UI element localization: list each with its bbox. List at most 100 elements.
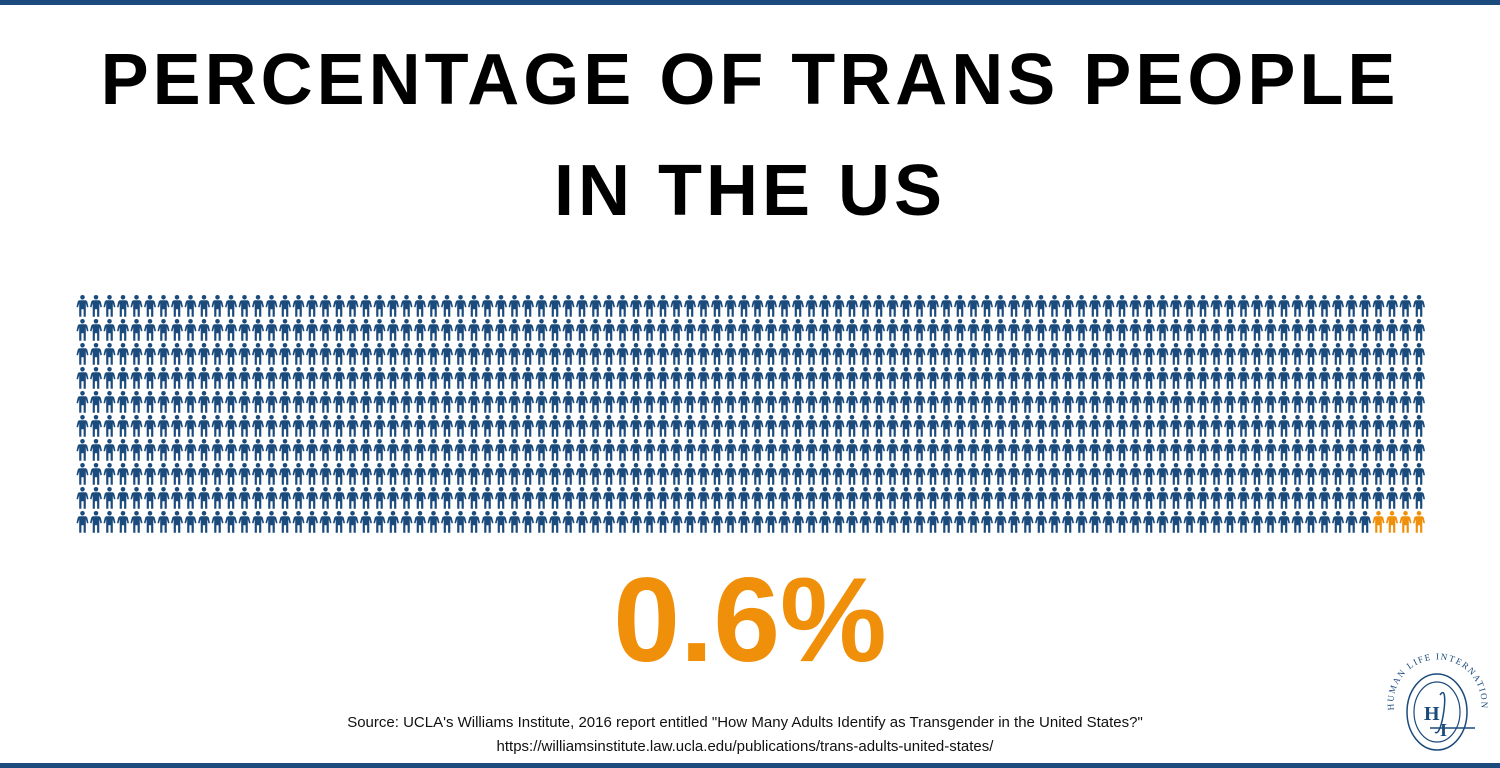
person-icon bbox=[279, 487, 291, 509]
person-icon bbox=[171, 343, 183, 365]
person-icon bbox=[1089, 439, 1101, 461]
person-icon bbox=[1129, 487, 1142, 509]
person-icon bbox=[1075, 343, 1088, 365]
person-icon bbox=[738, 415, 750, 437]
person-icon bbox=[346, 415, 359, 437]
person-icon bbox=[778, 439, 791, 461]
person-icon bbox=[1210, 343, 1223, 365]
person-icon bbox=[643, 415, 656, 437]
person-icon bbox=[819, 343, 831, 365]
person-icon bbox=[117, 463, 129, 485]
person-icon bbox=[630, 439, 642, 461]
person-icon bbox=[684, 511, 696, 533]
person-icon bbox=[751, 439, 764, 461]
person-icon bbox=[1102, 415, 1115, 437]
person-icon bbox=[724, 487, 737, 509]
person-icon bbox=[738, 343, 750, 365]
person-icon bbox=[846, 439, 858, 461]
person-icon bbox=[441, 487, 453, 509]
person-icon bbox=[130, 511, 143, 533]
person-icon bbox=[454, 391, 467, 413]
person-icon bbox=[157, 391, 170, 413]
person-icon bbox=[306, 439, 318, 461]
person-icon bbox=[414, 511, 426, 533]
person-icon bbox=[1062, 439, 1074, 461]
person-icon bbox=[103, 295, 116, 317]
person-icon bbox=[414, 415, 426, 437]
person-icon bbox=[994, 487, 1007, 509]
person-icon bbox=[616, 487, 629, 509]
person-icon bbox=[400, 343, 413, 365]
person-icon bbox=[279, 439, 291, 461]
person-icon bbox=[873, 487, 885, 509]
person-icon bbox=[616, 295, 629, 317]
person-icon bbox=[954, 463, 966, 485]
person-icon bbox=[468, 415, 480, 437]
person-icon bbox=[711, 463, 723, 485]
person-icon bbox=[157, 415, 170, 437]
person-icon bbox=[144, 487, 156, 509]
person-icon bbox=[225, 487, 237, 509]
person-icon bbox=[1008, 415, 1020, 437]
person-icon bbox=[157, 463, 170, 485]
person-icon bbox=[1075, 487, 1088, 509]
person-icon bbox=[1008, 295, 1020, 317]
source-url[interactable]: https://williamsinstitute.law.ucla.edu/p… bbox=[496, 738, 994, 755]
person-icon bbox=[1305, 511, 1317, 533]
person-icon bbox=[306, 319, 318, 341]
person-icon bbox=[886, 295, 899, 317]
person-icon bbox=[454, 439, 467, 461]
person-icon bbox=[1318, 295, 1331, 317]
person-icon bbox=[1237, 439, 1250, 461]
person-icon bbox=[103, 511, 116, 533]
person-icon bbox=[171, 295, 183, 317]
person-icon bbox=[1224, 391, 1236, 413]
person-icon bbox=[319, 439, 332, 461]
person-icon bbox=[400, 367, 413, 389]
person-icon bbox=[994, 511, 1007, 533]
person-icon bbox=[589, 367, 602, 389]
person-icon bbox=[616, 319, 629, 341]
person-icon bbox=[441, 391, 453, 413]
person-icon bbox=[468, 343, 480, 365]
person-icon bbox=[387, 487, 399, 509]
person-icon bbox=[954, 439, 966, 461]
person-icon bbox=[360, 487, 372, 509]
person-icon bbox=[981, 463, 993, 485]
person-icon bbox=[468, 391, 480, 413]
person-icon bbox=[751, 487, 764, 509]
person-icon bbox=[859, 295, 872, 317]
top-border bbox=[0, 0, 1500, 5]
person-icon bbox=[1291, 343, 1304, 365]
person-icon bbox=[265, 391, 278, 413]
person-icon bbox=[144, 463, 156, 485]
person-icon bbox=[846, 367, 858, 389]
person-icon bbox=[1008, 439, 1020, 461]
person-icon bbox=[711, 487, 723, 509]
person-icon bbox=[238, 391, 251, 413]
person-icon bbox=[643, 343, 656, 365]
person-icon bbox=[279, 463, 291, 485]
person-icon bbox=[792, 487, 804, 509]
person-icon bbox=[562, 487, 575, 509]
person-icon bbox=[333, 295, 345, 317]
person-icon bbox=[117, 319, 129, 341]
person-icon bbox=[522, 295, 534, 317]
person-icon bbox=[630, 511, 642, 533]
person-icon bbox=[1102, 343, 1115, 365]
person-icon bbox=[441, 415, 453, 437]
person-icon bbox=[1386, 367, 1398, 389]
person-icon bbox=[1345, 487, 1358, 509]
person-icon bbox=[1197, 463, 1209, 485]
person-icon bbox=[1089, 511, 1101, 533]
person-icon bbox=[333, 415, 345, 437]
person-icon bbox=[967, 319, 980, 341]
person-icon bbox=[562, 391, 575, 413]
person-icon bbox=[211, 319, 224, 341]
person-icon bbox=[1359, 319, 1371, 341]
person-icon bbox=[1278, 415, 1290, 437]
person-icon bbox=[211, 415, 224, 437]
person-icon bbox=[1062, 343, 1074, 365]
person-icon bbox=[333, 511, 345, 533]
person-icon bbox=[1399, 343, 1412, 365]
